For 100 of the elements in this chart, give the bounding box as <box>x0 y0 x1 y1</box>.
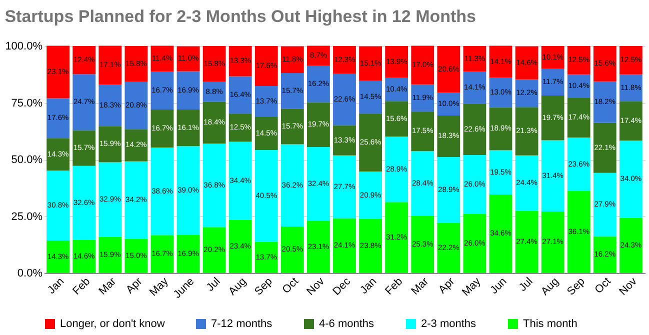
x-tick-label: Jun <box>488 276 510 297</box>
bar <box>541 95 564 140</box>
y-tick-label: 50.0% <box>11 154 43 166</box>
x-tick-label: Nov <box>304 275 328 298</box>
bar <box>150 72 174 110</box>
x-tick-label: Jul <box>516 276 536 294</box>
bar <box>541 68 564 96</box>
bar <box>515 46 538 80</box>
bar <box>359 80 382 114</box>
legend-label: 4-6 months <box>319 318 375 330</box>
bar <box>98 84 122 126</box>
bar <box>46 138 70 171</box>
bar <box>280 73 304 109</box>
bar <box>619 46 642 74</box>
bar <box>202 144 226 228</box>
bar <box>307 102 330 148</box>
bar <box>228 46 252 76</box>
bar <box>333 218 356 273</box>
bar <box>176 146 200 235</box>
legend-label: This month <box>523 318 578 330</box>
bar <box>98 162 122 237</box>
bar <box>489 150 512 194</box>
legend-label: 7-12 months <box>211 318 273 330</box>
bar <box>567 98 590 138</box>
bar <box>385 202 408 273</box>
bar <box>228 113 252 142</box>
bar <box>176 234 200 273</box>
bar <box>333 74 356 126</box>
bar <box>567 191 590 273</box>
bar <box>541 211 564 273</box>
bar <box>333 125 356 156</box>
bar <box>307 147 330 221</box>
x-tick-label: Sep <box>565 276 588 298</box>
bar <box>176 110 200 146</box>
bar <box>437 222 460 273</box>
bar <box>46 240 70 273</box>
bar <box>333 46 356 74</box>
bar <box>150 110 174 148</box>
bar <box>280 108 304 144</box>
legend-label: 2-3 months <box>421 318 477 330</box>
bar <box>46 98 70 138</box>
bar <box>619 140 642 218</box>
y-tick-label: 100.0% <box>5 40 43 52</box>
bar <box>72 240 96 273</box>
x-tick-label: Nov <box>617 275 640 298</box>
bar <box>333 155 356 218</box>
bar <box>385 101 408 137</box>
x-tick-label: Jan <box>358 276 380 297</box>
x-tick-label: Feb <box>383 276 406 298</box>
bar <box>72 166 96 240</box>
bar <box>124 238 148 273</box>
bar <box>489 107 512 150</box>
bar <box>124 129 148 162</box>
bar <box>46 46 70 98</box>
bar <box>411 84 434 112</box>
bar <box>489 46 512 78</box>
bar <box>541 46 564 69</box>
x-tick-label: Jul <box>204 276 223 294</box>
x-tick-label: Sep <box>252 276 275 298</box>
bar <box>72 130 96 166</box>
bar <box>124 82 148 130</box>
bar <box>150 147 174 236</box>
x-tick-label: Oct <box>592 276 614 296</box>
bar <box>593 46 616 82</box>
bar <box>359 218 382 273</box>
bar <box>254 117 278 150</box>
bar <box>437 115 460 158</box>
x-tick-label: May <box>460 275 484 299</box>
bar <box>280 144 304 226</box>
bar <box>619 101 642 141</box>
bar <box>463 104 486 155</box>
y-tick-label: 0.0% <box>17 268 43 280</box>
bar <box>228 220 252 273</box>
bar <box>72 74 96 130</box>
bar <box>254 150 278 242</box>
bar <box>593 172 616 236</box>
bar <box>463 46 486 72</box>
bar <box>411 216 434 273</box>
x-tick-label: Feb <box>70 276 93 298</box>
x-tick-label: Mar <box>96 275 119 298</box>
bar <box>567 46 590 74</box>
bar <box>593 236 616 273</box>
bar <box>150 235 174 273</box>
bar <box>593 122 616 173</box>
chart-title: Startups Planned for 2-3 Months Out Highest in 12 Months <box>4 7 476 26</box>
bar <box>411 151 434 216</box>
x-tick-label: Aug <box>226 276 249 298</box>
x-tick-label: Dec <box>330 275 354 298</box>
bar <box>515 155 538 211</box>
y-tick-label: 25.0% <box>11 210 43 223</box>
bar <box>619 74 642 102</box>
bar <box>124 161 148 239</box>
bar <box>411 111 434 152</box>
bar <box>254 46 278 86</box>
y-tick-label: 75.0% <box>11 97 43 110</box>
x-tick-label: Jan <box>46 276 67 297</box>
bar <box>176 71 200 110</box>
bar <box>437 46 460 93</box>
bar <box>359 172 382 219</box>
bar <box>280 46 304 74</box>
